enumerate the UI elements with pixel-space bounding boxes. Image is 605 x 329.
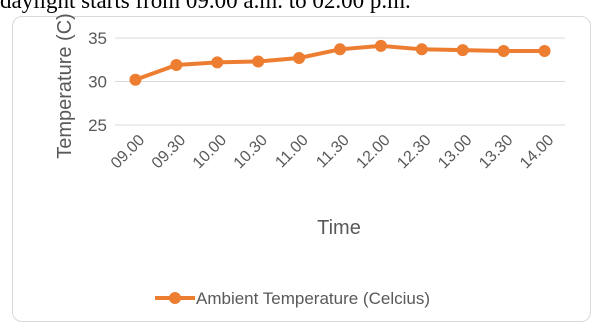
data-point xyxy=(129,73,142,86)
x-axis-label: Time xyxy=(317,217,361,239)
x-tick-label: 13.00 xyxy=(435,132,475,172)
data-point xyxy=(293,52,306,65)
data-point xyxy=(415,43,428,56)
x-tick-label: 12.30 xyxy=(394,132,434,172)
x-tick-label: 13.30 xyxy=(476,132,516,172)
data-point xyxy=(538,45,551,58)
x-tick-label: 09.00 xyxy=(108,132,148,172)
x-tick-label: 12.00 xyxy=(353,132,393,172)
data-point xyxy=(170,58,183,71)
data-point xyxy=(456,44,469,57)
legend: Ambient Temperature (Celcius) xyxy=(155,289,430,308)
series-layer xyxy=(129,39,551,86)
gridlines xyxy=(115,37,565,126)
data-point xyxy=(211,56,224,69)
legend-dot-marker xyxy=(169,292,181,304)
x-tick-label: 11.30 xyxy=(313,132,353,172)
y-tick-labels: 25 30 35 xyxy=(88,29,107,135)
y-axis-label: Temperature (C) xyxy=(54,13,76,159)
chart-frame xyxy=(12,16,591,322)
data-point xyxy=(252,55,265,68)
data-point xyxy=(374,39,387,52)
x-tick-label: 14.00 xyxy=(517,132,557,172)
x-tick-label: 10.30 xyxy=(231,132,271,172)
y-tick-label: 25 xyxy=(88,116,107,135)
legend-label: Ambient Temperature (Celcius) xyxy=(196,289,430,308)
x-tick-label: 09.30 xyxy=(149,132,189,172)
x-tick-label: 11.00 xyxy=(272,132,312,172)
y-tick-label: 30 xyxy=(88,73,107,92)
data-point xyxy=(497,45,510,58)
x-tick-label: 10.00 xyxy=(190,132,230,172)
y-tick-label: 35 xyxy=(88,29,107,48)
data-point xyxy=(334,43,346,56)
document-text-line: daylight starts from 09.00 a.m. to 02.00… xyxy=(0,0,411,13)
x-tick-labels: 09.00 09.30 10.00 10.30 11.00 11.30 12.00 12.30… xyxy=(108,132,557,172)
